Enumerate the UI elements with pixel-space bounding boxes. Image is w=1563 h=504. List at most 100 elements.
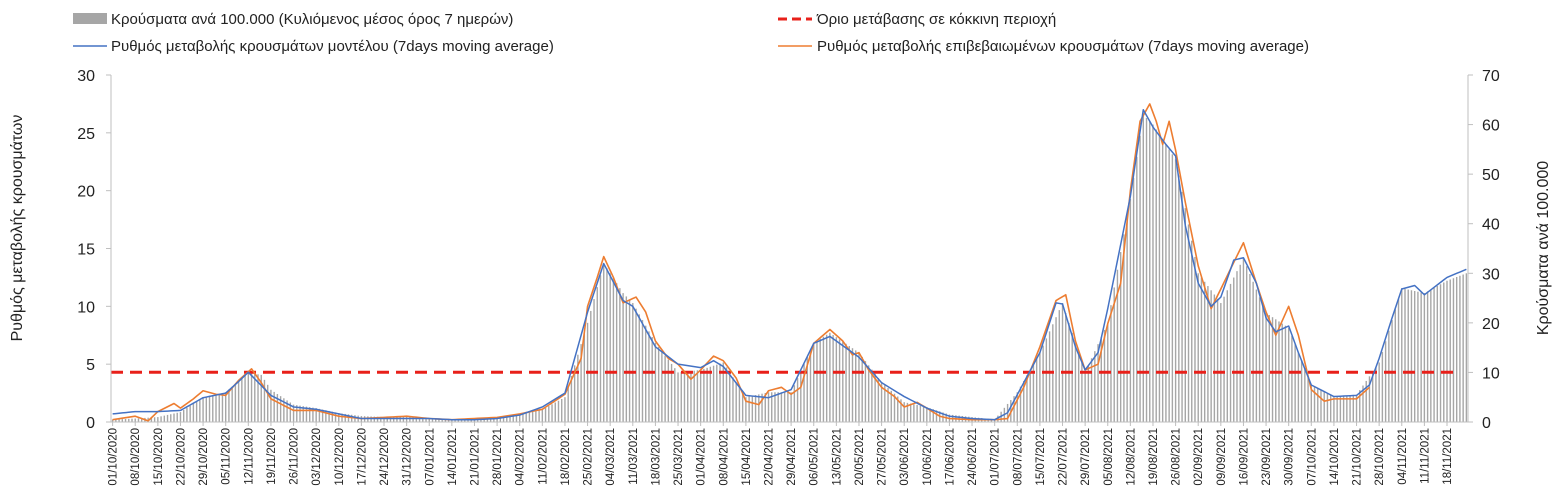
case-bar <box>693 370 695 422</box>
x-tick-label: 22/07/2021 <box>1058 428 1070 486</box>
x-tick-label: 18/11/2021 <box>1442 428 1454 485</box>
case-bar <box>1207 286 1209 422</box>
case-bar <box>777 392 779 422</box>
case-bar <box>596 287 598 422</box>
case-bar <box>250 373 253 422</box>
x-tick-label: 14/10/2021 <box>1329 428 1341 486</box>
case-bar <box>1310 384 1312 422</box>
case-bar <box>900 399 902 422</box>
case-bar <box>1158 134 1161 423</box>
case-bar <box>929 408 931 422</box>
case-bar <box>1074 342 1077 422</box>
case-bar <box>577 354 579 422</box>
case-bar <box>803 363 805 422</box>
case-bar <box>179 412 182 422</box>
x-tick-label: 07/01/2021 <box>424 428 436 486</box>
case-bar <box>1413 290 1416 422</box>
case-bar <box>1349 395 1351 422</box>
x-tick-label: 11/02/2021 <box>537 428 549 485</box>
case-bar <box>1452 278 1455 422</box>
case-bar <box>341 413 343 422</box>
case-bar <box>1455 277 1458 422</box>
legend-swatch-bars <box>73 13 107 24</box>
case-bar <box>1423 293 1426 422</box>
x-tick-label: 29/07/2021 <box>1080 428 1092 486</box>
case-bar <box>699 369 702 422</box>
case-bar <box>1129 198 1132 422</box>
case-bar <box>1203 281 1206 422</box>
y-right-tick-label: 40 <box>1482 217 1500 234</box>
case-bar <box>464 419 466 422</box>
case-bar <box>1326 393 1329 422</box>
legend-item-confirmed: Ρυθμός μεταβολής επιβεβαιωμένων κρουσμάτ… <box>778 38 1309 55</box>
case-bar <box>237 380 240 422</box>
case-bar <box>1197 273 1199 422</box>
case-bar <box>871 369 873 422</box>
case-bar <box>276 394 279 422</box>
x-tick-label: 23/09/2021 <box>1261 428 1273 486</box>
case-bar <box>787 392 789 422</box>
case-bar <box>1149 121 1151 423</box>
case-bar <box>1194 257 1196 422</box>
case-bar <box>328 410 330 422</box>
case-bar <box>667 359 670 422</box>
case-bar <box>1058 310 1060 422</box>
case-bar <box>454 419 456 422</box>
x-tick-label: 24/06/2021 <box>967 428 979 486</box>
x-tick-label: 04/03/2021 <box>605 428 617 486</box>
case-bar <box>1065 312 1067 422</box>
case-bar <box>790 392 792 422</box>
x-tick-label: 12/11/2020 <box>243 428 255 485</box>
case-bar <box>1213 294 1216 422</box>
case-bar <box>1077 352 1080 422</box>
case-bar <box>1300 360 1303 422</box>
case-bar <box>1229 283 1232 422</box>
case-bar <box>1210 290 1212 422</box>
x-tick-label: 19/11/2020 <box>266 428 278 485</box>
case-bar <box>331 411 334 422</box>
case-bar <box>725 367 728 422</box>
case-bar <box>909 403 912 422</box>
x-tick-label: 01/04/2021 <box>696 428 708 486</box>
case-bar <box>1410 290 1413 422</box>
case-bar <box>131 418 133 422</box>
case-bar <box>415 417 418 422</box>
case-bar <box>373 416 376 422</box>
case-bar <box>1191 240 1193 422</box>
case-bar <box>1042 345 1044 422</box>
case-bar <box>480 418 482 422</box>
case-bar <box>1284 325 1287 422</box>
case-bar <box>334 412 337 422</box>
case-bar <box>926 407 928 422</box>
case-bar <box>1275 319 1277 422</box>
case-bar <box>884 385 886 422</box>
case-bar <box>1336 396 1338 422</box>
x-tick-label: 12/08/2021 <box>1125 428 1137 486</box>
axes <box>110 75 1469 423</box>
case-bar <box>1333 397 1335 422</box>
case-bar <box>1239 264 1241 422</box>
case-bar <box>1430 289 1432 422</box>
case-bar <box>215 394 217 422</box>
case-bar <box>1346 395 1348 422</box>
case-bar <box>761 393 763 422</box>
case-bar <box>670 363 673 422</box>
case-bar <box>1123 234 1125 422</box>
case-bar <box>128 418 130 422</box>
case-bar <box>1139 135 1141 423</box>
y-left-tick-label: 15 <box>77 242 95 259</box>
case-bar <box>1449 279 1451 422</box>
case-bar <box>835 337 838 422</box>
case-bar <box>1184 208 1186 422</box>
case-bar <box>1252 281 1254 422</box>
case-bar <box>1181 191 1183 422</box>
y-left-tick-label: 30 <box>77 68 95 85</box>
case-bar <box>683 371 686 422</box>
case-bar <box>1378 362 1380 422</box>
case-bar <box>254 373 256 422</box>
legend-label-threshold: Όριο μετάβασης σε κόκκινη περιοχή <box>816 11 1056 28</box>
x-tick-label: 27/05/2021 <box>877 428 889 486</box>
case-bar <box>897 396 899 422</box>
case-bar <box>729 372 731 422</box>
case-bar <box>512 415 514 422</box>
